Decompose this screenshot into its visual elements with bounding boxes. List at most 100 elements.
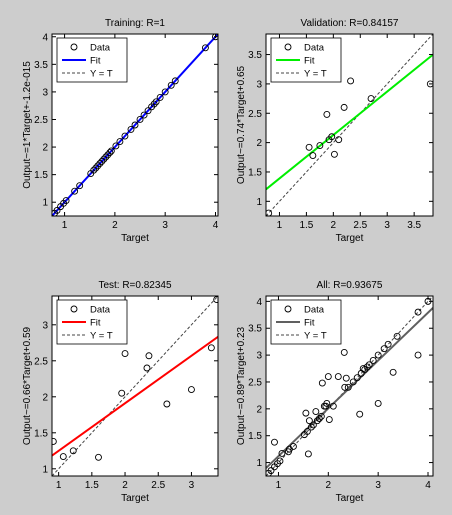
legend-label-fit: Fit bbox=[90, 56, 101, 67]
data-point bbox=[90, 166, 98, 174]
data-point bbox=[349, 378, 357, 386]
data-point bbox=[305, 143, 313, 151]
data-point bbox=[289, 442, 297, 450]
y-tick-label: 2 bbox=[42, 143, 48, 154]
data-point bbox=[380, 345, 388, 353]
data-point bbox=[136, 116, 144, 123]
identity-line bbox=[266, 296, 433, 476]
data-point bbox=[340, 103, 348, 111]
x-tick-label: 1.5 bbox=[85, 480, 99, 491]
data-point bbox=[365, 361, 373, 369]
legend-marker-data bbox=[70, 305, 78, 313]
legend-label-data: Data bbox=[304, 43, 325, 54]
legend-label-fit: Fit bbox=[304, 56, 315, 67]
chart-title: Validation: R=0.84157 bbox=[301, 18, 399, 29]
legend-label-identity: Y = T bbox=[90, 331, 113, 342]
data-point bbox=[145, 352, 153, 360]
data-point bbox=[312, 408, 320, 415]
legend-label-identity: Y = T bbox=[304, 69, 327, 80]
x-tick-label: 3 bbox=[384, 220, 390, 231]
legend-label-identity: Y = T bbox=[304, 331, 327, 342]
data-point bbox=[313, 417, 321, 425]
x-tick-label: 4 bbox=[213, 220, 219, 231]
plot-content bbox=[52, 34, 218, 216]
x-tick-label: 4 bbox=[425, 480, 431, 491]
data-point bbox=[152, 98, 160, 106]
legend-label-data: Data bbox=[90, 305, 111, 316]
fit-line bbox=[52, 335, 218, 457]
data-point bbox=[317, 412, 325, 420]
legend-label-fit: Fit bbox=[90, 318, 101, 329]
x-tick-label: 3 bbox=[375, 480, 381, 491]
data-point bbox=[324, 373, 332, 381]
data-point bbox=[96, 160, 104, 168]
legend-label-data: Data bbox=[90, 43, 111, 54]
y-tick-label: 3.5 bbox=[34, 60, 48, 71]
data-point bbox=[325, 416, 333, 424]
data-point bbox=[127, 125, 135, 133]
x-tick-label: 3.5 bbox=[407, 220, 421, 231]
legend: Data Fit Y = T bbox=[56, 299, 128, 345]
x-tick-label: 2.5 bbox=[151, 480, 165, 491]
x-tick-label: 2.5 bbox=[353, 220, 367, 231]
data-point bbox=[212, 34, 218, 41]
data-point bbox=[163, 400, 171, 408]
data-point bbox=[161, 88, 169, 96]
data-point bbox=[374, 400, 382, 407]
y-tick-label: 1 bbox=[42, 464, 48, 475]
data-point bbox=[106, 149, 114, 157]
y-tick-label: 1 bbox=[256, 458, 262, 469]
plot-content bbox=[266, 34, 433, 216]
legend: Data Fit Y = T bbox=[270, 299, 342, 345]
data-point bbox=[95, 453, 102, 461]
data-point bbox=[309, 152, 317, 159]
plot-content bbox=[52, 296, 218, 476]
y-tick-label: 1 bbox=[42, 198, 48, 209]
y-tick-label: 1 bbox=[256, 197, 262, 208]
data-point bbox=[426, 80, 433, 88]
y-tick-label: 2.5 bbox=[34, 356, 48, 367]
data-point bbox=[92, 164, 100, 172]
data-point bbox=[107, 147, 115, 155]
x-tick-label: 1.5 bbox=[299, 220, 313, 231]
data-point bbox=[104, 151, 112, 159]
legend-label-fit: Fit bbox=[304, 318, 315, 329]
y-axis-label: Output~=0.74*Target+0.65 bbox=[236, 65, 247, 184]
fit-line bbox=[52, 34, 218, 216]
data-point bbox=[393, 332, 401, 340]
chart-title: Training: R=1 bbox=[105, 18, 165, 29]
data-point bbox=[213, 296, 218, 304]
x-tick-label: 1 bbox=[62, 220, 68, 231]
data-point bbox=[342, 374, 350, 382]
y-tick-label: 1.5 bbox=[248, 167, 262, 178]
data-point bbox=[414, 308, 422, 316]
y-tick-label: 4 bbox=[256, 297, 262, 308]
y-tick-label: 3 bbox=[42, 320, 48, 331]
y-tick-label: 1.5 bbox=[248, 431, 262, 442]
data-point bbox=[267, 467, 275, 475]
data-point bbox=[307, 423, 315, 431]
axes-box bbox=[265, 33, 434, 217]
x-axis-label: Target bbox=[336, 233, 364, 244]
chart-panel-4: 1 2 3 4 1 1.5 2 2.5 3 3.5 4 All: R=0.93675 Target Out… bbox=[236, 280, 434, 504]
y-tick-label: 2 bbox=[256, 138, 262, 149]
data-point bbox=[59, 453, 67, 461]
legend-label-data: Data bbox=[304, 305, 325, 316]
data-point bbox=[335, 136, 343, 144]
data-point bbox=[323, 400, 331, 407]
data-point bbox=[140, 111, 148, 119]
data-point bbox=[316, 142, 324, 149]
data-point bbox=[112, 142, 120, 150]
data-point bbox=[318, 379, 326, 387]
x-tick-label: 2 bbox=[122, 480, 128, 491]
data-point bbox=[334, 373, 342, 381]
x-tick-label: 3 bbox=[162, 220, 168, 231]
data-point bbox=[356, 410, 364, 418]
identity-line bbox=[52, 296, 218, 476]
y-tick-label: 3.5 bbox=[248, 324, 262, 335]
y-tick-label: 2.5 bbox=[34, 115, 48, 126]
data-point bbox=[167, 81, 175, 89]
data-point bbox=[315, 415, 323, 422]
